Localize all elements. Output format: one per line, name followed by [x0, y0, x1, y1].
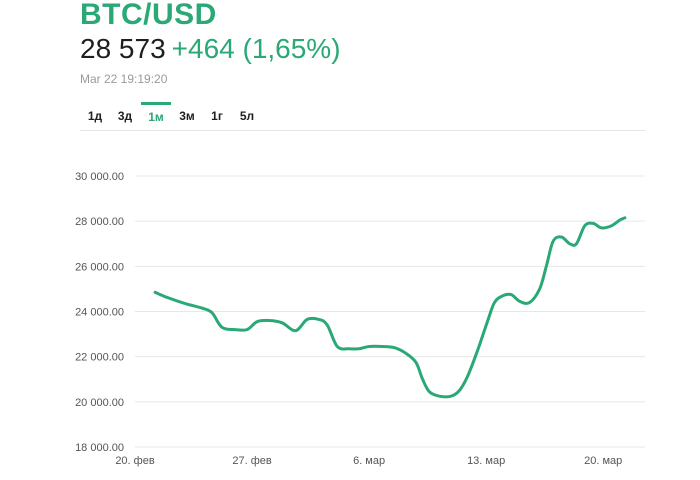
timeframe-tabs: 1д 3д 1м 3м 1г 5л	[80, 102, 645, 131]
tab-3m[interactable]: 3м	[179, 109, 195, 123]
tab-3d[interactable]: 3д	[117, 109, 133, 123]
y-tick-label: 30 000.00	[75, 171, 124, 183]
chart-grid	[135, 175, 645, 448]
y-tick-label: 28 000.00	[75, 216, 124, 228]
y-tick-label: 20 000.00	[75, 397, 124, 409]
y-tick-label: 26 000.00	[75, 261, 124, 273]
price-row: 28 573 +464 (1,65%)	[80, 33, 341, 65]
price-series-line	[153, 216, 627, 399]
y-axis: 18 000.00 20 000.00 22 000.00 24 000.00 26 0…	[75, 171, 124, 454]
current-price: 28 573	[80, 33, 166, 64]
price-change: +464 (1,65%)	[171, 33, 341, 64]
price-timestamp: Mar 22 19:19:20	[80, 72, 168, 86]
x-tick-label: 27. фев	[232, 455, 272, 467]
y-tick-label: 18 000.00	[75, 442, 124, 454]
x-tick-label: 6. мар	[353, 455, 385, 467]
tab-5y[interactable]: 5л	[239, 109, 255, 123]
y-tick-label: 22 000.00	[75, 352, 124, 364]
series-layer	[153, 216, 627, 399]
symbol-title: BTC/USD	[80, 0, 217, 31]
tab-1m[interactable]: 1м	[141, 102, 171, 130]
tab-1y[interactable]: 1г	[211, 109, 223, 123]
x-tick-label: 13. мар	[467, 455, 505, 467]
x-axis: 20. фев 27. фев 6. мар 13. мар 20. мар	[115, 455, 622, 467]
x-tick-label: 20. фев	[115, 455, 155, 467]
tab-1d[interactable]: 1д	[87, 109, 103, 123]
x-tick-label: 20. мар	[584, 455, 622, 467]
y-tick-label: 24 000.00	[75, 307, 124, 319]
